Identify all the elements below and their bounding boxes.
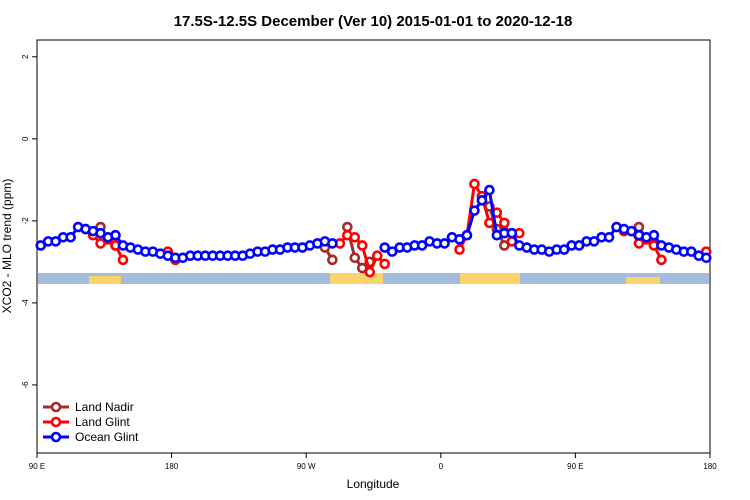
legend-marker [50,401,62,413]
x-axis-label: Longitude [347,477,400,491]
data-point [648,229,660,241]
data-point [573,240,585,251]
data-point [364,266,376,278]
data-point [117,254,129,266]
legend-label: Land Glint [75,415,130,429]
data-point [558,244,570,255]
data-point [476,195,488,206]
data-point [626,225,637,237]
data-point [371,250,383,262]
data-point [469,178,480,190]
data-point [379,242,391,253]
legend-marker [50,431,62,443]
data-point [349,231,361,243]
legend-label: Ocean Glint [75,430,139,444]
data-point [356,240,368,251]
data-point [588,236,600,247]
data-point [110,229,121,241]
y-tick-label: -4 [21,299,30,307]
data-point [50,236,61,247]
data-point [656,254,667,266]
data-point [700,252,712,264]
data-point [469,205,480,216]
data-point [95,227,106,239]
data-point [506,227,518,239]
x-tick-label: 90 W [297,462,316,471]
x-tick-label: 0 [439,462,444,471]
y-axis-label: XCO2 - MLO trend (ppm) [0,179,14,314]
data-point [95,238,106,249]
data-point [327,238,338,249]
y-tick-label: 0 [21,136,30,141]
data-point [603,231,615,243]
y-tick-label: -6 [21,381,30,389]
x-tick-label: 180 [165,462,179,471]
data-point [349,252,361,264]
data-point [379,258,391,270]
land-patch [626,277,660,284]
data-point [499,240,510,251]
land-mask-strip [38,273,709,284]
data-point [454,234,465,245]
y-tick-label: -2 [21,217,30,225]
legend-marker [50,416,62,428]
data-point [356,262,368,274]
series [35,184,712,264]
y-tick-label: 2 [21,54,30,59]
land-patch [89,276,121,284]
data-point [327,254,338,266]
x-tick-label: 180 [703,462,717,471]
data-point [484,184,495,196]
data-point [35,240,47,251]
legend-label: Land Nadir [75,400,134,414]
data-point [439,238,450,249]
data-point [342,221,353,233]
chart-title: 17.5S-12.5S December (Ver 10) 2015-01-01… [174,13,573,30]
data-point [454,244,465,255]
x-tick-label: 90 E [567,462,583,471]
x-tick-label: 90 E [29,462,45,471]
data-point [499,217,510,229]
land-patch [330,273,383,284]
land-patch [460,273,520,284]
data-point [461,229,473,241]
data-point [386,246,398,257]
data-point [65,231,76,243]
data-point [416,240,428,251]
data-point [686,246,697,257]
data-point [484,217,495,229]
